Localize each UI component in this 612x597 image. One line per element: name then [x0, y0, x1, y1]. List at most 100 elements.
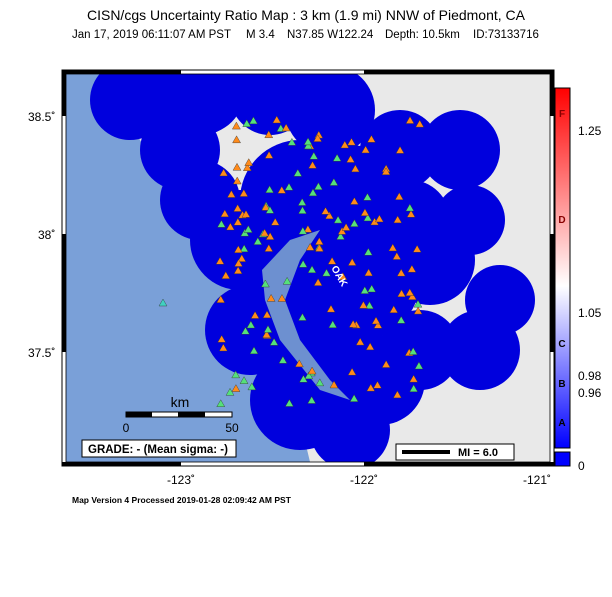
station	[360, 208, 370, 216]
station	[308, 161, 317, 169]
subtitle: Jan 17, 2019 06:11:07 AM PST M 3.4 N37.8…	[72, 29, 539, 41]
station	[226, 222, 235, 231]
station	[298, 206, 307, 214]
station	[364, 268, 373, 277]
lat-labels: 38.5˚ 38˚ 37.5˚	[28, 110, 55, 360]
station	[363, 247, 373, 256]
station	[232, 135, 241, 144]
station	[265, 205, 275, 214]
station	[397, 289, 406, 297]
station	[265, 185, 274, 193]
station	[333, 215, 343, 224]
station	[278, 355, 288, 364]
colorbar-label: 0.98	[578, 369, 602, 383]
station	[329, 178, 339, 186]
station	[298, 259, 308, 268]
station	[322, 268, 331, 277]
station	[219, 168, 228, 177]
station	[350, 219, 359, 227]
station	[217, 334, 227, 343]
station	[269, 337, 279, 346]
grade: GRADE: - (Mean sigma: -)	[88, 444, 228, 456]
station	[314, 182, 323, 190]
station	[307, 396, 317, 404]
station	[305, 242, 315, 251]
station	[412, 244, 422, 253]
station	[294, 359, 304, 368]
station	[261, 203, 271, 211]
footer: Map Version 4 Processed 2019-01-28 02:09…	[72, 495, 292, 505]
colorbar: F D C B A 1.25 1.05 0.98 0.96 0	[554, 87, 602, 473]
station	[409, 384, 419, 392]
map	[66, 74, 550, 462]
station	[409, 374, 418, 383]
station	[232, 162, 242, 171]
station	[217, 219, 226, 228]
station	[307, 265, 317, 274]
lat-label: 37.5˚	[28, 346, 55, 360]
station	[350, 197, 359, 205]
station	[247, 382, 257, 391]
station	[415, 119, 425, 128]
station	[260, 279, 270, 288]
station	[407, 264, 417, 273]
station	[239, 376, 249, 384]
coverage-blob	[440, 310, 520, 390]
station	[414, 361, 424, 370]
station	[241, 326, 250, 335]
lon-label: -121˚	[523, 473, 551, 487]
coverage-blob	[140, 110, 220, 190]
station	[389, 305, 399, 313]
frame-tick	[364, 462, 554, 466]
station	[303, 137, 313, 146]
station	[298, 226, 308, 235]
station	[406, 209, 416, 218]
station	[263, 325, 273, 333]
station	[381, 360, 391, 368]
lat-label: 38.5˚	[28, 110, 55, 124]
station	[405, 116, 415, 124]
grade-letter: D	[558, 215, 565, 226]
grade-box	[81, 439, 237, 458]
station	[359, 300, 368, 309]
station	[347, 137, 356, 146]
station	[297, 198, 307, 206]
station	[367, 134, 376, 143]
station	[253, 237, 263, 245]
grade-letter: F	[559, 109, 565, 120]
station	[338, 272, 348, 280]
station	[232, 176, 242, 185]
station	[371, 316, 381, 325]
station	[231, 370, 241, 379]
station	[282, 276, 292, 285]
station	[326, 304, 336, 313]
station	[396, 315, 406, 324]
colorbar-label: 0.96	[578, 386, 602, 400]
title: CISN/cgs Uncertainty Ratio Map : 3 km (1…	[87, 7, 526, 23]
bay	[262, 230, 350, 400]
station	[299, 374, 308, 383]
station	[284, 182, 294, 191]
station	[266, 294, 276, 302]
station	[264, 150, 274, 159]
station	[262, 330, 271, 338]
station	[394, 192, 404, 200]
station	[262, 310, 272, 319]
station	[221, 271, 231, 279]
station	[216, 295, 226, 303]
station	[363, 213, 373, 222]
station	[277, 185, 287, 194]
station	[304, 371, 314, 380]
frame-tick	[62, 462, 181, 466]
subtitle-id: ID:73133716	[473, 29, 539, 41]
frame-tick	[550, 70, 554, 116]
station	[158, 298, 168, 307]
lon-label: -123˚	[167, 473, 195, 487]
colorbar-ramp	[554, 87, 571, 449]
station	[250, 311, 260, 319]
station	[321, 206, 330, 215]
station	[329, 380, 339, 389]
station	[407, 292, 417, 300]
station	[249, 116, 258, 125]
station	[325, 211, 334, 220]
